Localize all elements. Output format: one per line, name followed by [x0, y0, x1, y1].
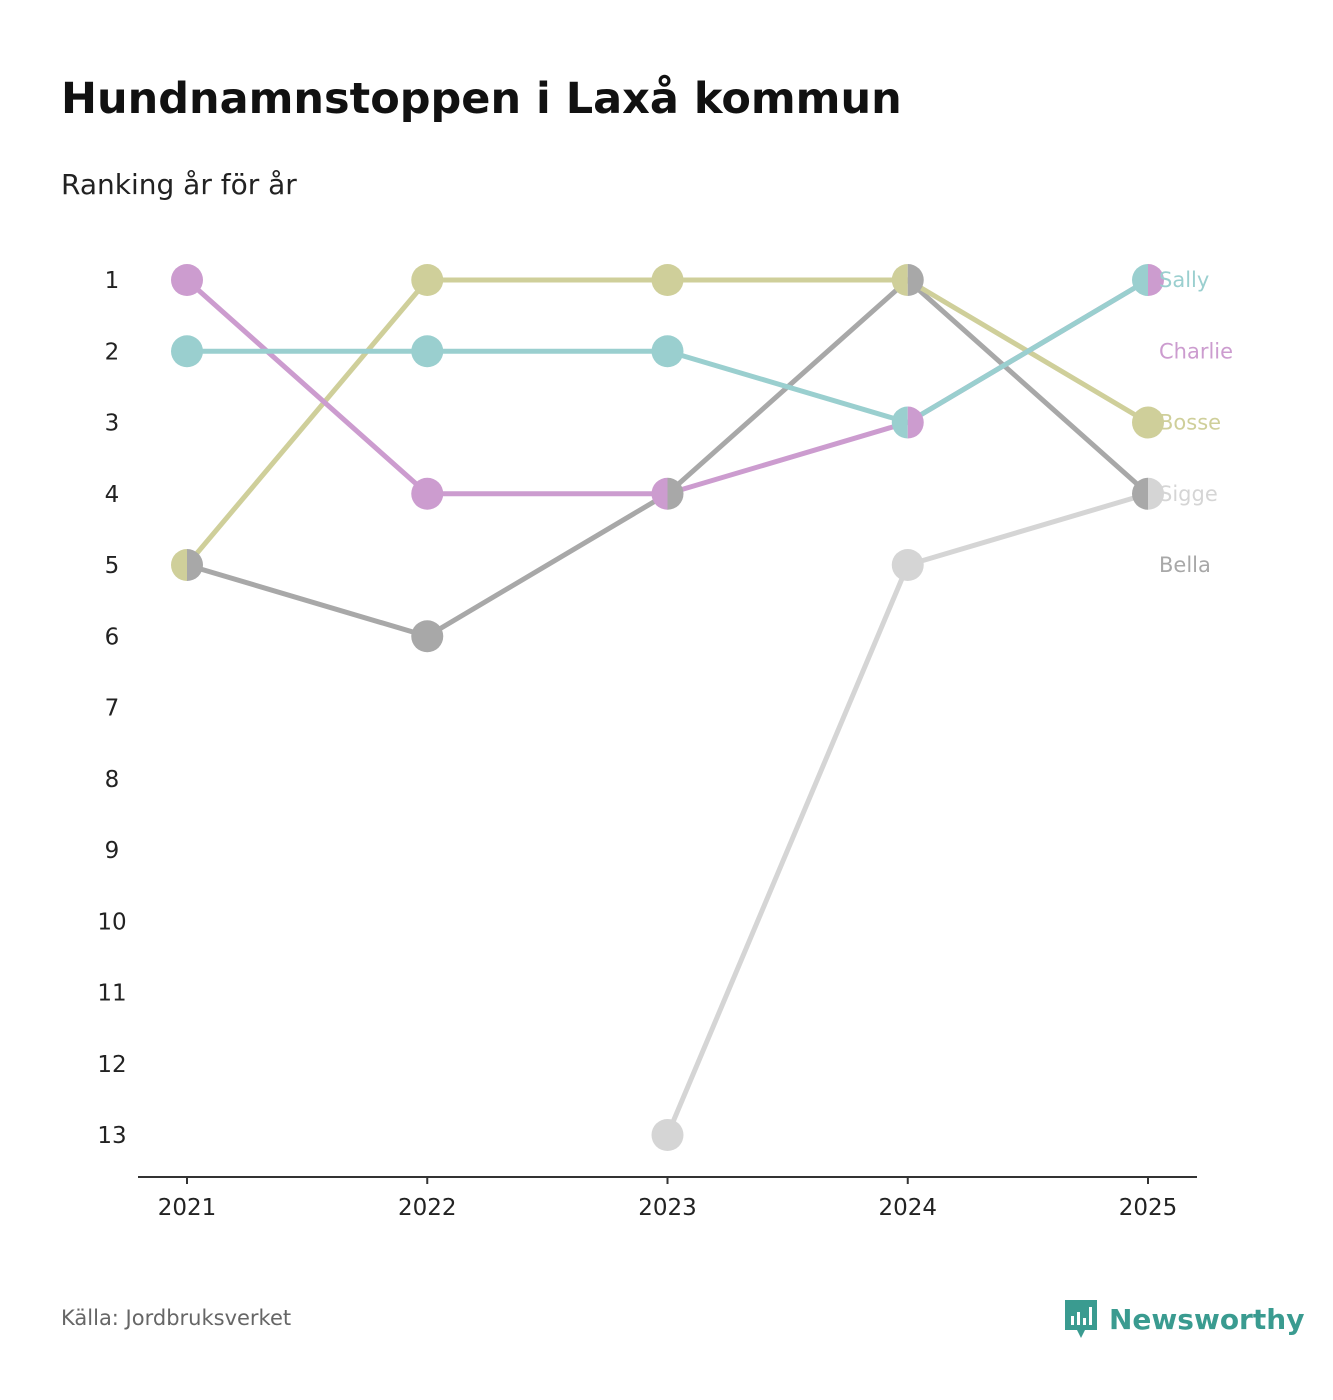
dot-sally-2022	[411, 335, 444, 368]
dot-bosse-2024	[891, 264, 908, 296]
y-tick-label-4: 4	[105, 482, 120, 508]
brand-name: Newsworthy	[1109, 1302, 1305, 1336]
dot-bosse-2022	[411, 264, 444, 296]
series-line-bosse	[184, 277, 1151, 568]
dot-sally-2025	[1132, 264, 1148, 296]
dot-sally-2023	[651, 335, 684, 368]
series-dots	[171, 264, 1164, 1151]
dot-bella-2022	[411, 620, 444, 653]
series-line-bella	[184, 277, 1151, 639]
dot-charlie-2021	[171, 264, 203, 296]
y-tick-label-13: 13	[97, 1123, 126, 1149]
series-line-sigge	[665, 491, 1151, 1138]
y-tick-label-5: 5	[105, 553, 120, 579]
dot-bella-2025	[1132, 477, 1148, 510]
chart-title: Hundnamnstoppen i Laxå kommun	[61, 74, 902, 124]
dot-bosse-2021	[171, 549, 187, 581]
y-tick-label-1: 1	[105, 268, 120, 294]
dot-sally-2024	[891, 406, 908, 439]
x-tick-label-2021: 2021	[158, 1195, 217, 1221]
x-tick-label-2024: 2024	[878, 1195, 937, 1221]
dot-charlie-2022	[411, 477, 444, 510]
y-tick-label-3: 3	[105, 411, 120, 437]
y-tick-label-11: 11	[97, 981, 126, 1007]
end-labels: Sally Charlie Bosse Sigge Bella	[1159, 268, 1233, 577]
x-tick-label-2022: 2022	[398, 1195, 457, 1221]
dot-sigge-2024	[891, 549, 924, 581]
source-note: Källa: Jordbruksverket	[61, 1306, 292, 1330]
end-label-bosse: Bosse	[1159, 411, 1221, 435]
x-tick-label-2023: 2023	[638, 1195, 697, 1221]
y-tick-label-8: 8	[105, 767, 120, 793]
dot-charlie-2023	[651, 477, 668, 510]
y-tick-label-10: 10	[97, 909, 126, 935]
dot-bosse-2025	[1132, 406, 1164, 439]
series-line-charlie	[184, 277, 1151, 497]
y-tick-label-2: 2	[105, 339, 120, 365]
dot-charlie-2025	[1148, 264, 1164, 296]
brand-logo-group: Newsworthy	[1063, 1298, 1304, 1340]
x-axis: 2021 2022 2023 2024 2025	[138, 1176, 1197, 1221]
series-lines	[184, 277, 1151, 1138]
dot-sally-2021	[171, 335, 203, 368]
dot-bella-2024	[907, 264, 924, 296]
dot-bosse-2023	[651, 264, 684, 296]
end-label-sigge: Sigge	[1159, 482, 1218, 506]
newsworthy-logo-icon	[1065, 1300, 1097, 1338]
dot-bella-2021	[187, 549, 203, 581]
end-label-charlie: Charlie	[1159, 339, 1233, 363]
chart-subtitle: Ranking år för år	[61, 168, 297, 201]
end-label-bella: Bella	[1159, 553, 1211, 577]
y-tick-label-9: 9	[105, 838, 120, 864]
dot-charlie-2024	[907, 406, 924, 439]
y-tick-label-6: 6	[105, 624, 120, 650]
y-tick-label-7: 7	[105, 696, 120, 722]
end-label-sally: Sally	[1159, 268, 1209, 292]
dot-bella-2023	[667, 477, 684, 510]
dot-sigge-2023	[651, 1119, 684, 1151]
x-tick-label-2025: 2025	[1119, 1195, 1178, 1221]
y-tick-label-12: 12	[97, 1052, 126, 1078]
dot-sigge-2025	[1148, 477, 1164, 510]
